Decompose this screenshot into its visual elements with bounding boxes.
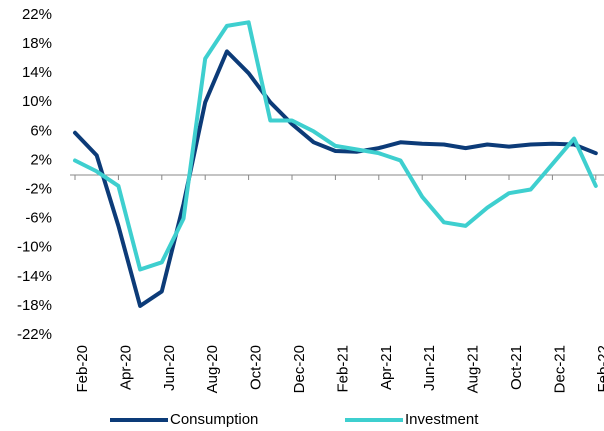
x-tick-label: Feb-22 <box>595 345 604 393</box>
x-tick-label: Aug-21 <box>465 345 482 393</box>
y-tick-label: 22% <box>22 6 52 23</box>
x-tick-label: Aug-20 <box>204 345 221 393</box>
y-tick-label: -6% <box>25 210 52 227</box>
x-tick-label: Feb-20 <box>74 345 91 393</box>
x-tick-label: Dec-20 <box>291 345 308 393</box>
y-tick-label: -14% <box>17 268 52 285</box>
y-tick-label: -22% <box>17 326 52 343</box>
x-tick-label: Feb-21 <box>334 345 351 393</box>
x-tick-label: Jun-20 <box>161 345 178 391</box>
y-tick-label: 10% <box>22 93 52 110</box>
y-tick-label: -18% <box>17 297 52 314</box>
series-line <box>73 49 598 308</box>
y-tick-label: -2% <box>25 181 52 198</box>
y-tick-label: 6% <box>30 122 52 139</box>
x-tick-label: Oct-20 <box>248 345 265 390</box>
y-tick-label: -10% <box>17 239 52 256</box>
x-tick-label: Apr-21 <box>378 345 395 390</box>
y-tick-label: 2% <box>30 151 52 168</box>
y-tick-label: 14% <box>22 64 52 81</box>
x-tick-label: Oct-21 <box>508 345 525 390</box>
legend-label: Investment <box>405 411 479 428</box>
y-tick-label: 18% <box>22 35 52 52</box>
x-tick-label: Jun-21 <box>421 345 438 391</box>
legend-label: Consumption <box>170 411 258 428</box>
series-line <box>73 20 598 272</box>
x-tick-label: Apr-20 <box>117 345 134 390</box>
x-tick-label: Dec-21 <box>551 345 568 393</box>
